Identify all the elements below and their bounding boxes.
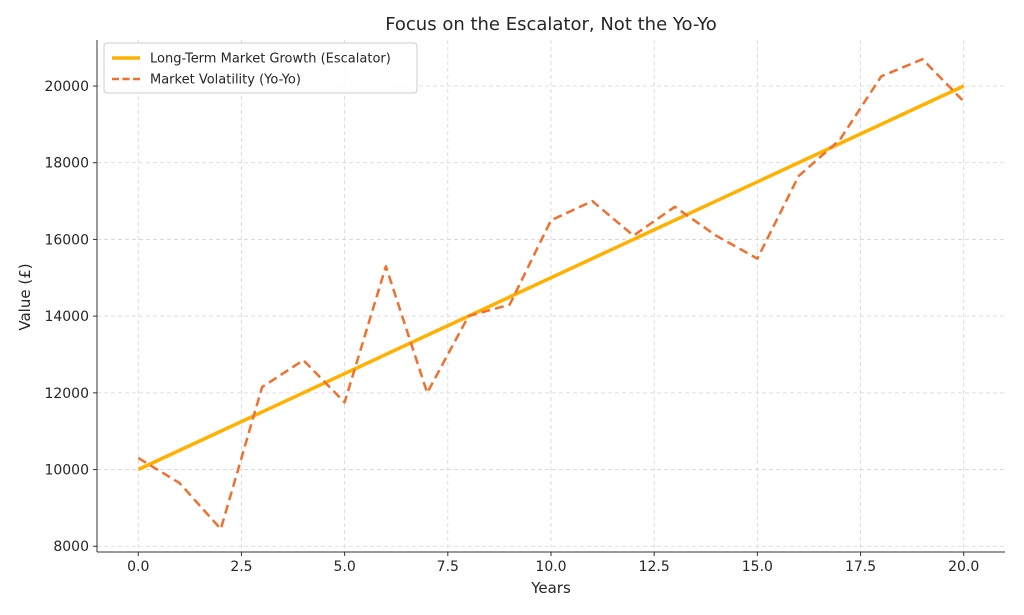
series-line-yoyo <box>137 57 965 531</box>
legend-label-escalator: Long-Term Market Growth (Escalator) <box>150 52 391 67</box>
y-tick-label: 10000 <box>44 463 89 479</box>
y-tick-label: 14000 <box>44 309 89 325</box>
x-tick-label: 5.0 <box>334 559 356 575</box>
legend-label-yoyo: Market Volatility (Yo-Yo) <box>150 73 301 88</box>
series-line-escalator <box>137 84 965 472</box>
tick-labels: 0.0 2.5 5.0 7.5 10.0 12.5 15.0 17.5 20.0 8000 1000… <box>44 79 979 575</box>
x-tick-label: 20.0 <box>948 559 979 575</box>
y-tick-label: 20000 <box>44 79 89 95</box>
y-axis-label: Value (£) <box>16 263 34 330</box>
legend-box <box>103 42 418 94</box>
series-lines <box>137 57 965 531</box>
y-tick-label: 12000 <box>44 386 89 402</box>
x-tick-label: 10.0 <box>535 559 566 575</box>
x-axis-label: Years <box>530 579 571 597</box>
y-tick-label: 16000 <box>44 232 89 248</box>
y-tick-label: 18000 <box>44 156 89 172</box>
x-tick-label: 7.5 <box>437 559 459 575</box>
legend: Long-Term Market Growth (Escalator) Mark… <box>103 42 418 94</box>
x-tick-label: 17.5 <box>845 559 876 575</box>
grid-lines <box>97 40 1005 552</box>
x-tick-label: 2.5 <box>230 559 252 575</box>
y-tick-label: 8000 <box>53 539 89 555</box>
x-tick-label: 12.5 <box>639 559 670 575</box>
axes <box>93 40 1005 556</box>
x-tick-label: 15.0 <box>742 559 773 575</box>
chart-title: Focus on the Escalator, Not the Yo-Yo <box>385 14 717 35</box>
x-tick-label: 0.0 <box>127 559 149 575</box>
